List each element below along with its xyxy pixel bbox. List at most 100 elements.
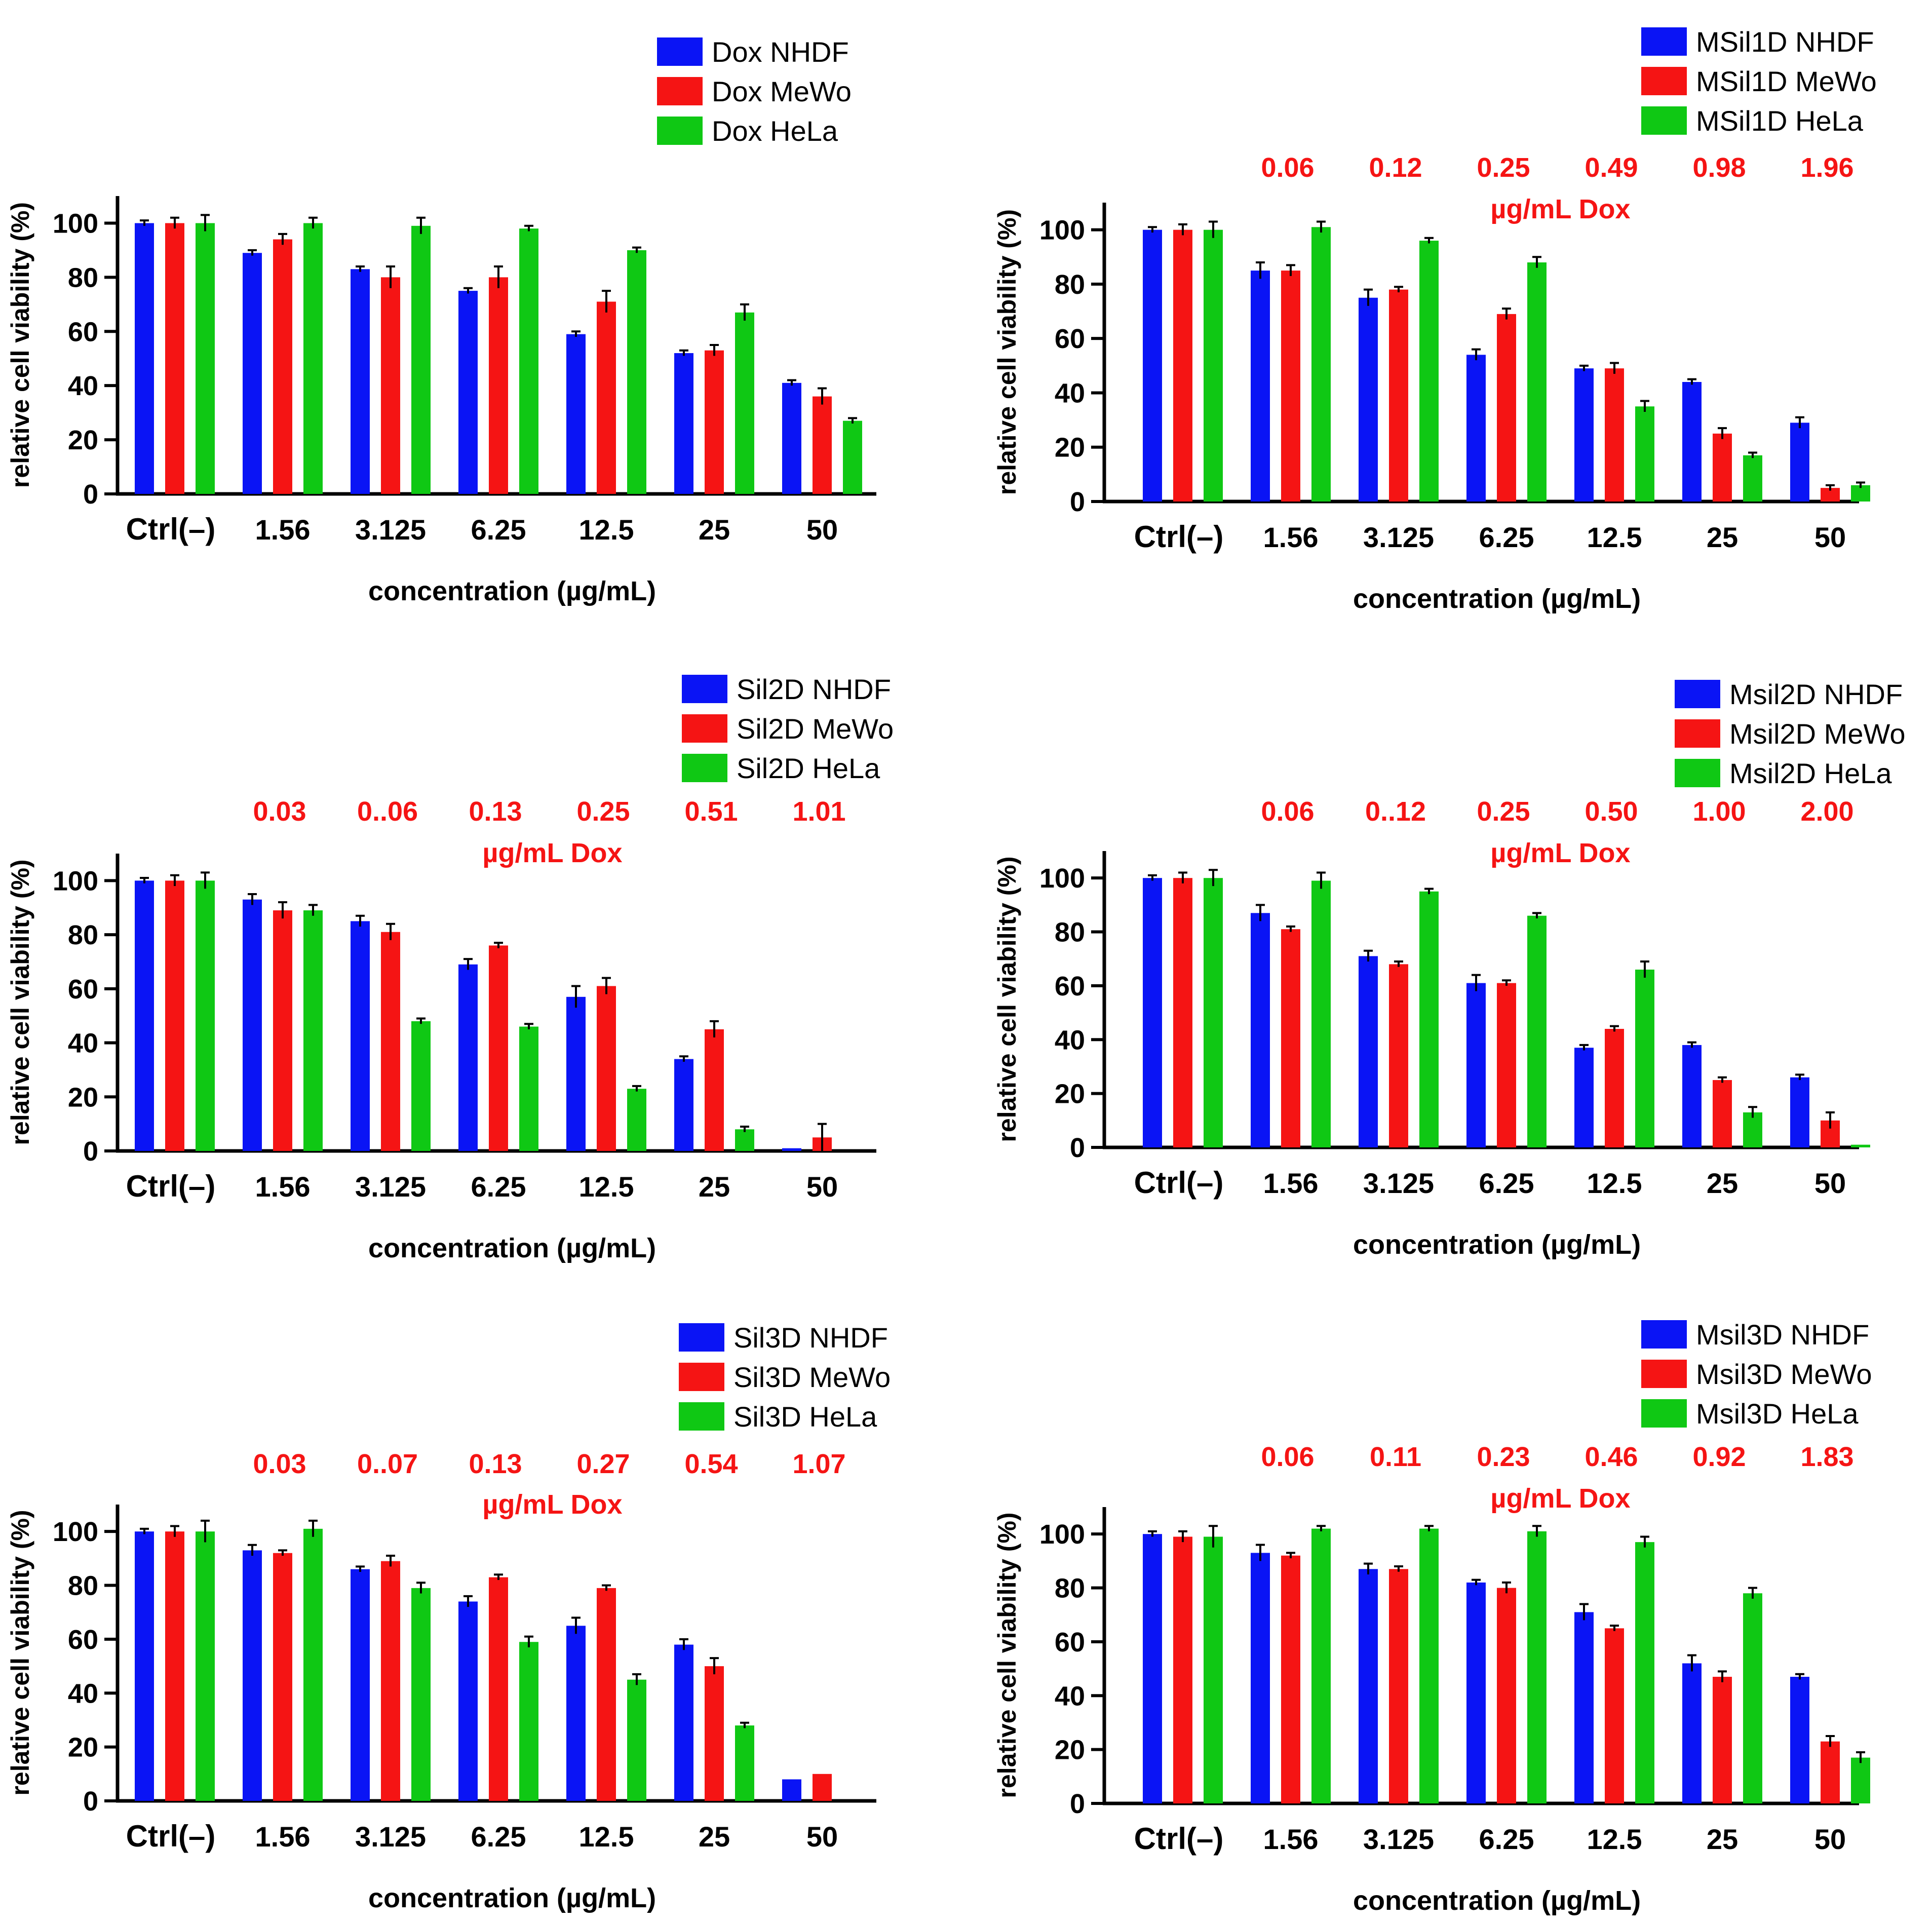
x-tick-label: 3.125: [355, 1171, 426, 1203]
bar: [705, 350, 724, 494]
bar: [1143, 878, 1162, 1147]
dox-value-label: 0.11: [1370, 1442, 1421, 1472]
bar: [303, 1528, 323, 1801]
bar: [1419, 241, 1439, 502]
y-tick-label: 80: [1055, 270, 1085, 300]
bar: [782, 1148, 801, 1151]
bar: [597, 301, 616, 494]
y-tick-label: 40: [1055, 378, 1085, 408]
legend-swatch: [679, 1363, 724, 1391]
x-tick-label: 12.5: [579, 1821, 634, 1853]
y-tick-label: 40: [1055, 1681, 1085, 1711]
bar: [1635, 970, 1654, 1147]
legend-swatch: [1641, 67, 1687, 95]
legend-label: Msil3D HeLa: [1696, 1398, 1859, 1430]
bar: [627, 250, 646, 494]
bar: [1281, 1555, 1300, 1803]
x-tick-label: 50: [1814, 521, 1846, 553]
x-tick-label: 12.5: [579, 1171, 634, 1203]
legend-swatch: [1675, 759, 1720, 787]
bar: [1281, 271, 1300, 502]
x-tick-label: 3.125: [1363, 1823, 1434, 1855]
bar: [135, 880, 154, 1151]
dox-value-label: 0.06: [1261, 1442, 1314, 1472]
y-tick-label: 20: [68, 1082, 98, 1112]
bar: [351, 269, 370, 494]
bar: [411, 1021, 431, 1151]
dox-value-label: 0.13: [469, 1449, 522, 1479]
x-tick-label: 12.5: [1587, 1823, 1642, 1855]
bar: [196, 223, 215, 494]
chart-panel-3: 0 20 40 60 80 100 Ctrl(–) 1.56 3.125 6.25 12.5 25 50…: [6, 673, 894, 1263]
dox-value-label: 0.27: [576, 1449, 630, 1479]
x-tick-label: 3.125: [1363, 521, 1434, 553]
bar: [1311, 227, 1331, 502]
legend-swatch: [1641, 1399, 1687, 1428]
dox-value-label: 0.06: [1261, 152, 1314, 183]
bar: [1605, 1628, 1624, 1803]
bar: [843, 420, 862, 494]
dox-unit-label: µg/mL Dox: [1490, 838, 1630, 868]
x-tick-label: Ctrl(–): [126, 1819, 216, 1853]
dox-value-label: 0.50: [1585, 796, 1638, 827]
x-tick-label: 6.25: [471, 1171, 526, 1203]
x-tick-label: 50: [806, 514, 838, 546]
legend-swatch: [657, 77, 703, 105]
y-tick-label: 60: [68, 317, 98, 347]
bar: [1527, 1531, 1547, 1803]
x-tick-label: 1.56: [1263, 521, 1319, 553]
legend-swatch: [679, 1323, 724, 1352]
x-tick-label: 12.5: [579, 514, 634, 546]
dox-value-label: 0.03: [253, 1449, 306, 1479]
bar: [196, 880, 215, 1151]
y-tick-label: 40: [1055, 1025, 1085, 1055]
bar: [782, 1779, 801, 1801]
dox-value-label: 0.92: [1692, 1442, 1746, 1472]
bar: [381, 1561, 400, 1801]
bar: [1605, 368, 1624, 502]
bar: [1389, 1569, 1408, 1803]
bar: [489, 277, 508, 494]
x-axis-title: concentration (µg/mL): [1353, 1885, 1641, 1916]
bar: [273, 1553, 292, 1801]
chart-panel-5: 0 20 40 60 80 100 Ctrl(–) 1.56 3.125 6.25 12.5 25 50…: [6, 1322, 891, 1913]
bar: [1635, 1542, 1654, 1803]
x-tick-label: 1.56: [1263, 1167, 1319, 1199]
legend-label: Msil2D MeWo: [1729, 718, 1905, 750]
bar: [243, 253, 262, 494]
chart-panel-4: 0 20 40 60 80 100 Ctrl(–) 1.56 3.125 6.25 12.5 25 50…: [993, 678, 1905, 1260]
bar: [1204, 878, 1223, 1147]
bar: [566, 1626, 586, 1801]
bar: [1466, 983, 1486, 1147]
bar: [1173, 1536, 1192, 1803]
x-tick-label: Ctrl(–): [126, 1169, 216, 1203]
x-axis-title: concentration (µg/mL): [368, 1883, 656, 1913]
y-tick-label: 0: [1070, 487, 1085, 517]
bar: [1790, 1677, 1809, 1803]
dox-value-label: 0.12: [1369, 152, 1422, 183]
dox-value-label: 0.49: [1585, 152, 1638, 183]
y-tick-label: 80: [68, 920, 98, 950]
dox-value-label: 0.03: [253, 796, 306, 827]
bar: [1713, 1080, 1732, 1147]
dox-value-label: 0.25: [1477, 796, 1530, 827]
chart-panel-2: 0 20 40 60 80 100 Ctrl(–) 1.56 3.125 6.25 12.5 25 50…: [993, 26, 1877, 614]
legend-label: MSil1D NHDF: [1696, 26, 1874, 58]
dox-value-label: 1.83: [1800, 1442, 1853, 1472]
x-tick-label: 50: [806, 1821, 838, 1853]
x-tick-label: 12.5: [1587, 521, 1642, 553]
bar: [1743, 1112, 1762, 1147]
bar: [1359, 956, 1378, 1147]
bar: [519, 1026, 538, 1151]
legend-swatch: [1675, 719, 1720, 748]
y-tick-label: 100: [53, 1517, 98, 1547]
legend-label: MSil1D HeLa: [1696, 105, 1864, 137]
legend-label: Msil3D MeWo: [1696, 1358, 1872, 1390]
legend-swatch: [682, 754, 727, 782]
bar: [1851, 1757, 1870, 1803]
y-tick-label: 80: [1055, 917, 1085, 948]
bar: [135, 223, 154, 494]
dox-value-label: 0.23: [1477, 1442, 1530, 1472]
y-tick-label: 0: [83, 1786, 98, 1817]
